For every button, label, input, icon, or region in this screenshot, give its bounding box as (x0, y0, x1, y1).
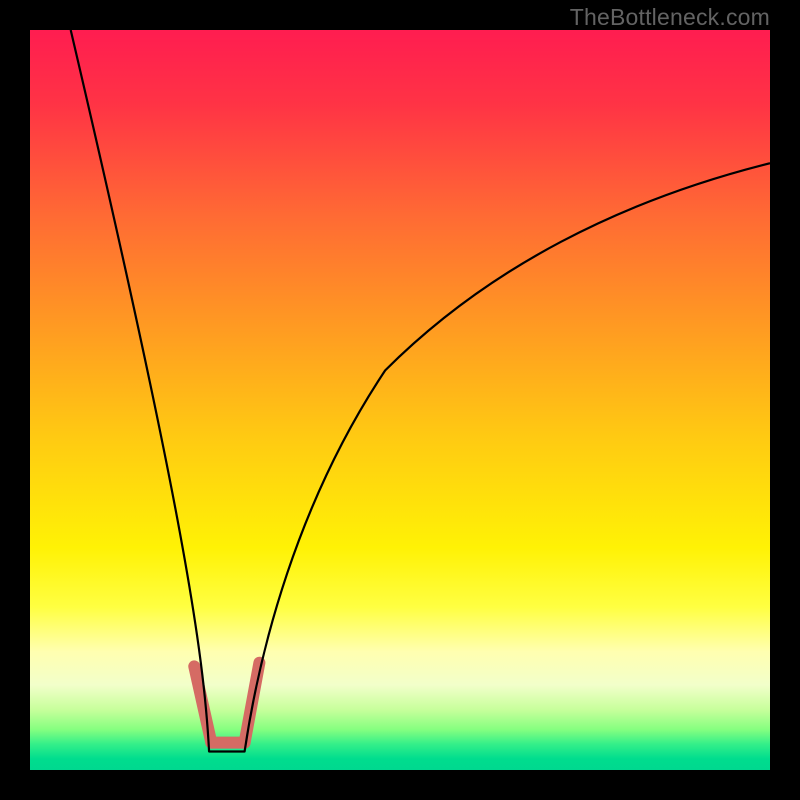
watermark-text: TheBottleneck.com (570, 4, 770, 31)
bottleneck-curve (30, 30, 770, 770)
chart-frame: TheBottleneck.com (0, 0, 800, 800)
plot-area (30, 30, 770, 770)
